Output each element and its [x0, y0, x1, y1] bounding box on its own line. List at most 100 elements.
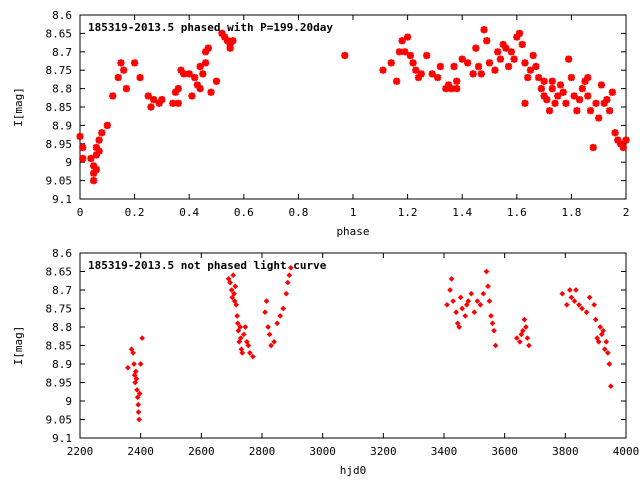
data-point-mark	[79, 154, 87, 163]
data-point	[188, 92, 196, 100]
data-point-mark	[575, 96, 584, 104]
data-point	[502, 44, 510, 52]
data-point-mark	[584, 92, 592, 100]
bottom-y-tick-label: 9	[65, 395, 72, 408]
data-point	[505, 62, 513, 71]
data-point	[109, 92, 117, 100]
data-point	[212, 77, 221, 85]
data-point	[600, 327, 607, 334]
data-point	[526, 66, 535, 74]
data-point	[488, 313, 494, 319]
bottom-chart-title: 185319-2013.5 not phased light curve	[88, 259, 327, 272]
data-point	[583, 309, 590, 316]
data-point	[562, 99, 570, 107]
data-point-mark	[136, 73, 144, 82]
data-point	[90, 162, 98, 170]
data-point	[573, 287, 579, 293]
data-point	[453, 84, 461, 93]
bottom-x-tick-label: 2800	[249, 445, 276, 458]
data-point	[571, 298, 578, 304]
data-point-mark	[90, 162, 98, 170]
data-point	[169, 99, 177, 107]
data-point	[603, 338, 610, 345]
data-point-mark	[221, 33, 229, 41]
data-point-mark	[565, 55, 573, 63]
data-point	[518, 40, 526, 49]
top-y-tick-label: 8.65	[46, 27, 73, 40]
data-point-mark	[510, 55, 518, 63]
data-point	[535, 73, 543, 82]
data-point	[591, 301, 597, 308]
data-point	[532, 62, 540, 71]
data-point-mark	[614, 136, 622, 144]
data-point	[472, 44, 480, 52]
data-point	[576, 301, 582, 308]
data-point-mark	[401, 48, 409, 56]
data-point-mark	[103, 121, 111, 130]
data-point	[155, 99, 163, 107]
data-point	[284, 279, 291, 286]
data-point-mark	[393, 77, 401, 85]
data-point	[614, 136, 622, 144]
data-point-mark	[548, 84, 556, 93]
data-point	[510, 55, 518, 63]
data-point-mark	[597, 81, 606, 89]
data-point	[286, 272, 293, 279]
data-point-mark	[95, 147, 103, 155]
bottom-y-tick-label: 8.85	[46, 340, 73, 353]
data-point	[265, 324, 271, 330]
data-point	[226, 40, 234, 49]
data-point	[521, 59, 529, 67]
data-point-mark	[592, 99, 600, 107]
top-panel: 0 0.2 0.4 0.6 0.8 1 1.2 1.4 1.6 1.8 2 8.6 8.65 8.7 8.7…	[12, 9, 630, 238]
data-point-mark	[158, 96, 166, 104]
data-point	[622, 136, 630, 144]
data-point-mark	[622, 136, 630, 144]
data-point	[207, 88, 215, 96]
data-point	[233, 301, 240, 308]
data-point-mark	[131, 59, 139, 67]
data-point-mark	[616, 140, 625, 148]
data-point	[573, 107, 581, 115]
data-point	[559, 290, 566, 297]
data-point-mark	[540, 92, 548, 100]
data-point	[453, 309, 459, 316]
data-point	[245, 342, 252, 349]
data-point-mark	[529, 51, 537, 60]
data-point	[247, 350, 253, 356]
data-point-mark	[92, 165, 100, 174]
data-point	[606, 107, 614, 115]
data-point-mark	[505, 62, 513, 71]
data-point	[226, 44, 234, 52]
data-point	[575, 96, 584, 104]
data-point-mark	[464, 59, 472, 67]
data-point	[158, 96, 166, 104]
bottom-y-tick-label: 9.1	[52, 432, 72, 445]
data-point-mark	[507, 48, 515, 56]
data-point	[379, 66, 387, 74]
data-point	[608, 88, 616, 96]
data-point	[471, 309, 478, 316]
data-point-mark	[76, 132, 84, 141]
data-point	[513, 33, 521, 41]
data-point-mark	[526, 66, 535, 74]
data-point	[234, 313, 240, 319]
data-point	[586, 107, 595, 115]
data-point	[227, 279, 233, 286]
data-point	[201, 59, 210, 67]
data-point	[92, 165, 100, 174]
data-point-mark	[150, 96, 158, 104]
data-point	[529, 51, 537, 60]
top-chart-title: 185319-2013.5 phased with P=199.20day	[88, 21, 333, 34]
data-point	[341, 51, 349, 60]
data-point-mark	[196, 84, 204, 93]
data-point	[185, 70, 193, 78]
data-point	[417, 70, 425, 78]
data-point	[218, 29, 226, 38]
data-point	[120, 66, 128, 74]
data-point	[611, 129, 619, 137]
data-point-mark	[201, 48, 210, 56]
data-point	[229, 294, 236, 301]
data-point-mark	[122, 84, 131, 93]
